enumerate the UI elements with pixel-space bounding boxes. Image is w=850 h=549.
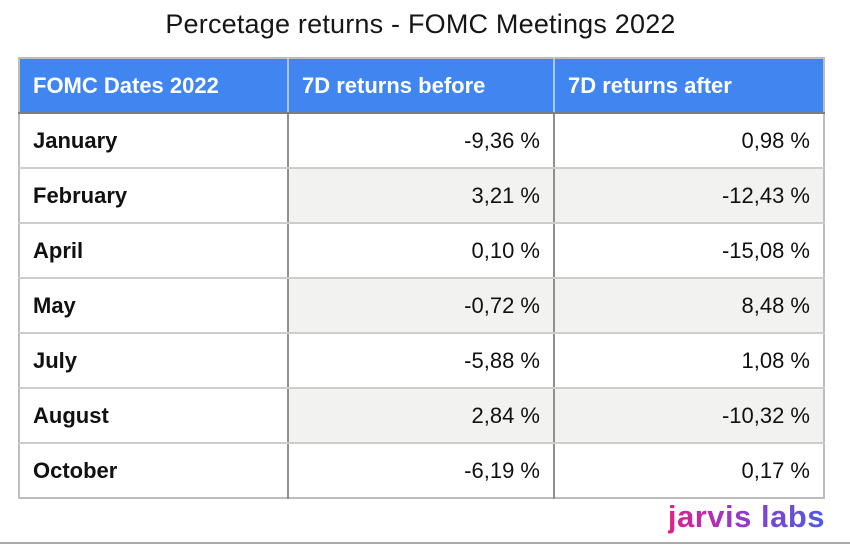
returns-after-cell: 8,48 % (554, 278, 824, 334)
header-returns-before: 7D returns before (288, 58, 555, 114)
month-cell: May (19, 278, 289, 334)
month-cell: April (19, 223, 289, 279)
month-cell: February (19, 168, 289, 224)
returns-after-cell: 1,08 % (554, 333, 824, 389)
returns-before-cell: 2,84 % (288, 388, 555, 444)
month-cell: August (19, 388, 289, 444)
returns-after-cell: -15,08 % (554, 223, 824, 279)
chart-title: Percetage returns - FOMC Meetings 2022 (165, 9, 676, 39)
jarvis-labs-logo: jarvis labs (667, 499, 825, 534)
returns-before-cell: -5,88 % (288, 333, 555, 389)
returns-after-cell: 0,98 % (554, 113, 824, 169)
table-header-row: FOMC Dates 2022 7D returns before 7D ret… (19, 58, 824, 114)
table-row: February 3,21 % -12,43 % (19, 168, 824, 224)
returns-after-cell: -10,32 % (554, 388, 824, 444)
returns-before-cell: 3,21 % (288, 168, 555, 224)
returns-after-cell: -12,43 % (554, 168, 824, 224)
returns-before-cell: -6,19 % (288, 443, 555, 498)
table-row: July -5,88 % 1,08 % (19, 333, 824, 389)
fomc-returns-table: FOMC Dates 2022 7D returns before 7D ret… (18, 57, 825, 499)
returns-after-cell: 0,17 % (554, 443, 824, 498)
bottom-divider (0, 542, 850, 544)
header-fomc-dates: FOMC Dates 2022 (19, 58, 289, 114)
month-cell: October (19, 443, 289, 498)
returns-before-cell: 0,10 % (288, 223, 555, 279)
table-row: January -9,36 % 0,98 % (19, 113, 824, 169)
header-returns-after: 7D returns after (554, 58, 824, 114)
returns-before-cell: -9,36 % (288, 113, 555, 169)
month-cell: January (19, 113, 289, 169)
table-row: August 2,84 % -10,32 % (19, 388, 824, 444)
table-row: April 0,10 % -15,08 % (19, 223, 824, 279)
month-cell: July (19, 333, 289, 389)
returns-before-cell: -0,72 % (288, 278, 555, 334)
table-row: October -6,19 % 0,17 % (19, 443, 824, 498)
table-row: May -0,72 % 8,48 % (19, 278, 824, 334)
